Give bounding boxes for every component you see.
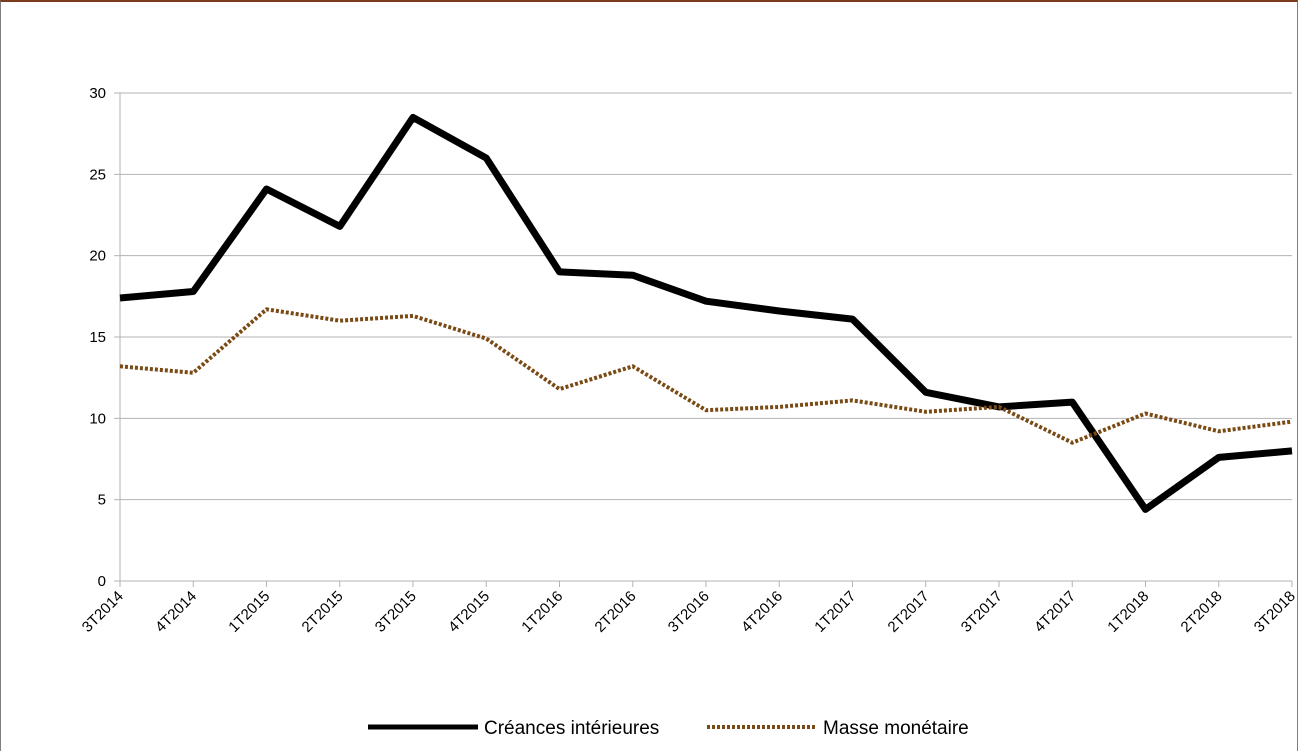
series-line-creances [119, 113, 1293, 513]
y-tick-label: 5 [98, 492, 106, 509]
grid-lines [120, 92, 1292, 501]
legend-label-creances: Créances intérieures [484, 718, 659, 739]
series-line-masse [119, 307, 1293, 445]
x-tick-label: 3T2017 [958, 588, 1006, 636]
y-tick-labels: 0 5 10 15 20 25 30 [89, 85, 106, 590]
x-tick-label: 2T2015 [299, 588, 347, 636]
y-tick-label: 15 [89, 329, 106, 346]
series-lines [119, 113, 1293, 513]
x-tick-label: 2T2018 [1178, 588, 1226, 636]
y-tick-label: 10 [89, 410, 106, 427]
x-tick-label: 2T2016 [592, 588, 640, 636]
x-tick-label: 4T2017 [1031, 588, 1079, 636]
x-tick-label: 1T2018 [1104, 588, 1152, 636]
x-tick-label: 1T2015 [225, 588, 273, 636]
legend: Créances intérieures Masse monétaire [368, 718, 969, 739]
x-tick-label: 4T2015 [445, 588, 493, 636]
axes [114, 92, 1293, 587]
y-tick-label: 20 [89, 248, 106, 265]
x-tick-label: 1T2017 [811, 588, 859, 636]
x-tick-label: 1T2016 [518, 588, 566, 636]
y-tick-label: 25 [89, 166, 106, 183]
x-tick-label: 3T2015 [372, 588, 420, 636]
y-tick-label: 30 [89, 85, 106, 102]
y-tick-label: 0 [98, 573, 106, 590]
x-tick-label: 3T2016 [665, 588, 713, 636]
x-tick-label: 4T2016 [738, 588, 786, 636]
x-tick-label: 3T2014 [79, 588, 127, 636]
x-tick-label: 4T2014 [152, 588, 200, 636]
legend-label-masse: Masse monétaire [823, 718, 969, 739]
x-tick-labels: 3T2014 4T2014 1T2015 2T2015 3T2015 4T2015 1T20… [79, 588, 1298, 636]
x-tick-label: 2T2017 [885, 588, 933, 636]
x-tick-label: 3T2018 [1251, 588, 1298, 636]
